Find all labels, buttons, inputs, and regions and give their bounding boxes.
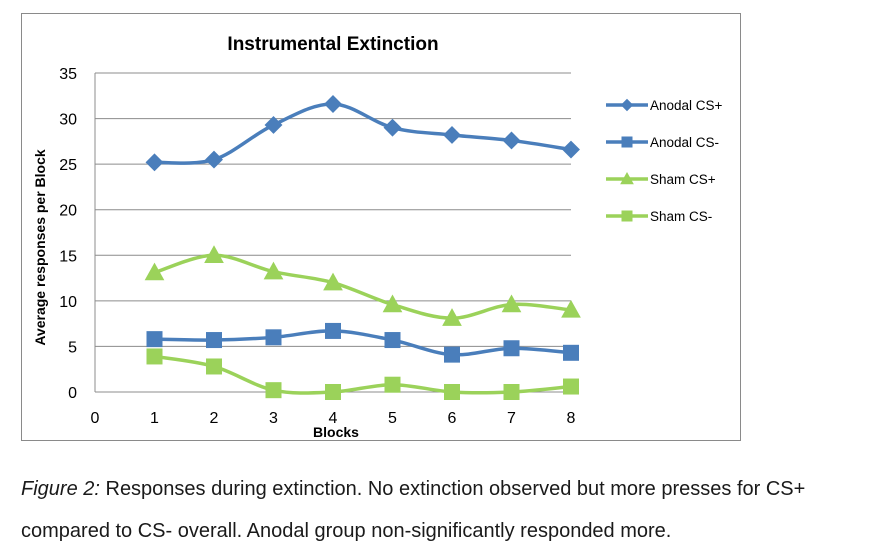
data-point-series-0	[264, 115, 283, 134]
x-tick-label: 2	[210, 410, 219, 427]
legend-marker	[621, 210, 633, 222]
x-tick-label: 0	[91, 410, 100, 427]
legend-label: Sham CS+	[650, 172, 716, 187]
data-point-series-0	[502, 131, 521, 150]
x-axis-label: Blocks	[313, 424, 359, 440]
y-tick-label: 30	[59, 112, 77, 129]
data-point-series-3	[146, 348, 163, 365]
data-point-series-1	[444, 346, 460, 363]
y-axis-label: Average responses per Block	[32, 149, 48, 346]
data-point-series-2	[442, 308, 462, 326]
data-point-series-2	[382, 294, 403, 313]
data-point-series-0	[443, 126, 461, 144]
x-tick-label: 8	[567, 410, 576, 427]
legend-marker	[620, 98, 634, 112]
data-point-series-1	[384, 332, 401, 349]
data-point-series-3	[563, 378, 579, 395]
legend-label: Anodal CS-	[650, 135, 719, 150]
data-point-series-3	[325, 384, 341, 400]
y-tick-label: 10	[59, 294, 77, 311]
data-point-series-2	[144, 262, 165, 281]
data-point-series-1	[265, 329, 282, 346]
legend-marker	[620, 171, 634, 185]
figure-caption-line-2: compared to CS- overall. Anodal group no…	[21, 520, 672, 542]
data-point-series-2	[561, 299, 581, 318]
data-point-series-0	[205, 150, 223, 169]
y-tick-label: 20	[59, 203, 77, 220]
chart-frame: Instrumental Extinction 0 5 10 15 20 25 30 35 0 1 2…	[21, 13, 741, 441]
y-tick-label: 0	[68, 385, 77, 402]
data-point-series-3	[265, 382, 282, 399]
data-point-series-3	[503, 384, 520, 400]
data-point-series-1	[206, 332, 222, 349]
data-point-series-3	[384, 376, 401, 393]
data-point-series-1	[146, 331, 163, 348]
x-tick-label: 4	[329, 410, 338, 427]
legend-label: Anodal CS+	[650, 98, 723, 113]
data-point-series-3	[206, 358, 222, 375]
data-point-series-1	[563, 344, 579, 361]
caption-text-1: Responses during extinction. No extincti…	[99, 478, 806, 500]
x-tick-label: 5	[388, 410, 397, 427]
data-point-series-0	[145, 153, 164, 172]
y-tick-label: 5	[68, 339, 77, 356]
data-point-series-1	[503, 340, 520, 357]
x-tick-label: 6	[448, 410, 457, 427]
y-tick-label: 25	[59, 157, 77, 174]
legend-label: Sham CS-	[650, 209, 712, 224]
data-point-series-0	[562, 140, 580, 159]
data-point-series-0	[324, 95, 342, 113]
data-point-series-2	[204, 245, 224, 263]
x-tick-label: 3	[269, 410, 278, 427]
figure-label: Figure 2:	[21, 478, 100, 500]
figure-caption-line-1: Figure 2: Responses during extinction. N…	[21, 478, 805, 501]
data-point-series-2	[501, 294, 522, 313]
data-point-series-0	[383, 118, 402, 137]
data-point-series-1	[325, 322, 341, 339]
data-point-series-2	[263, 261, 284, 280]
x-tick-label: 7	[507, 410, 516, 427]
legend-marker	[621, 136, 633, 148]
y-tick-label: 15	[59, 248, 77, 265]
x-tick-label: 1	[150, 410, 159, 427]
chart-title: Instrumental Extinction	[227, 34, 438, 55]
data-point-series-3	[444, 384, 460, 400]
data-point-series-2	[323, 272, 343, 291]
y-tick-label: 35	[59, 66, 77, 83]
series-line-0	[152, 102, 573, 165]
